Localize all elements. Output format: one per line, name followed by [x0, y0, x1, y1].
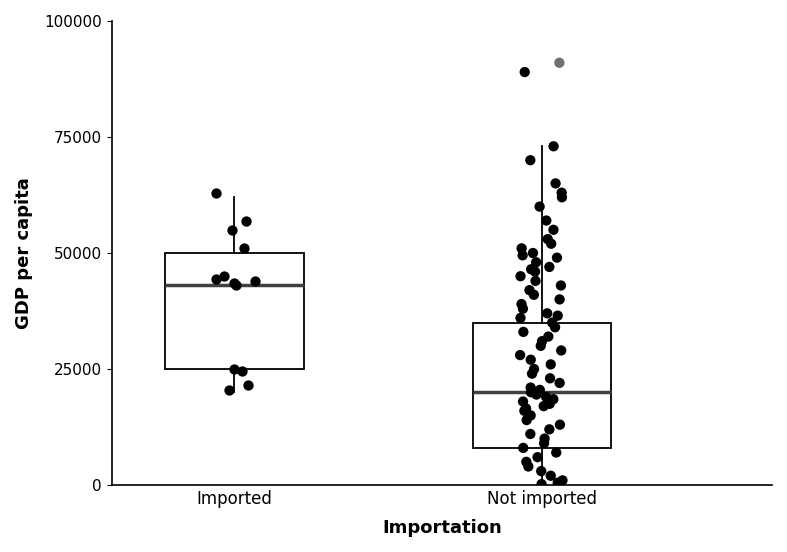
Point	[535, 480, 548, 489]
Point	[552, 311, 564, 320]
Point	[228, 365, 241, 374]
Point	[530, 258, 542, 267]
Point	[242, 381, 254, 390]
Point	[545, 471, 557, 480]
Point	[540, 392, 552, 401]
Point	[249, 277, 261, 285]
Bar	[472, 322, 611, 448]
Point	[518, 406, 530, 415]
Point	[519, 68, 531, 77]
Point	[551, 253, 563, 262]
Point	[230, 281, 242, 290]
Point	[514, 351, 527, 359]
Point	[520, 416, 533, 424]
Point	[555, 346, 567, 355]
Point	[529, 267, 541, 276]
Point	[524, 355, 537, 364]
Point	[538, 439, 550, 448]
Point	[543, 425, 556, 434]
Point	[547, 225, 560, 234]
Point	[543, 400, 556, 408]
Point	[524, 383, 537, 392]
Point	[524, 156, 537, 164]
Point	[516, 304, 529, 313]
X-axis label: Importation: Importation	[382, 519, 501, 537]
Point	[524, 429, 537, 438]
Point	[546, 318, 559, 327]
Point	[535, 466, 548, 475]
Point	[530, 390, 543, 399]
Point	[553, 295, 566, 304]
Point	[547, 142, 560, 151]
Point	[226, 225, 238, 234]
Point	[545, 360, 557, 369]
Y-axis label: GDP per capita: GDP per capita	[15, 177, 33, 329]
Point	[515, 244, 528, 253]
Point	[556, 476, 569, 485]
Point	[519, 404, 532, 413]
Point	[541, 235, 554, 243]
Point	[553, 420, 566, 429]
Point	[218, 272, 231, 280]
Point	[527, 290, 540, 299]
Point	[210, 188, 223, 197]
Point	[531, 453, 544, 461]
Point	[547, 395, 560, 404]
Point	[238, 244, 250, 253]
Point	[544, 374, 556, 383]
Point	[210, 274, 223, 283]
Point	[545, 240, 557, 248]
Point	[523, 286, 536, 295]
Point	[525, 388, 538, 397]
Point	[534, 341, 547, 350]
Point	[517, 327, 530, 336]
Point	[525, 265, 538, 274]
Point	[515, 300, 528, 309]
Point	[524, 411, 537, 420]
Point	[516, 251, 529, 260]
Point	[549, 323, 561, 332]
Bar	[165, 253, 304, 369]
Point	[526, 369, 538, 378]
Point	[517, 397, 530, 406]
Point	[223, 385, 235, 394]
Point	[514, 314, 527, 322]
Point	[550, 448, 563, 457]
Point	[522, 462, 534, 471]
Point	[529, 277, 541, 285]
Point	[534, 202, 546, 211]
Point	[240, 216, 253, 225]
Point	[556, 188, 568, 197]
Point	[543, 263, 556, 272]
Point	[553, 379, 566, 388]
Point	[540, 216, 552, 225]
Point	[552, 478, 564, 487]
Point	[527, 248, 539, 257]
Point	[541, 309, 553, 318]
Point	[553, 59, 566, 67]
Point	[555, 281, 567, 290]
Point	[556, 193, 568, 201]
Point	[536, 337, 549, 346]
Point	[236, 367, 249, 376]
Point	[514, 272, 527, 280]
Point	[549, 179, 562, 188]
Point	[542, 332, 555, 341]
Point	[228, 279, 241, 288]
Point	[538, 434, 551, 443]
Point	[528, 365, 541, 374]
Point	[538, 402, 550, 411]
Point	[520, 458, 533, 466]
Point	[517, 443, 530, 452]
Point	[534, 385, 546, 394]
